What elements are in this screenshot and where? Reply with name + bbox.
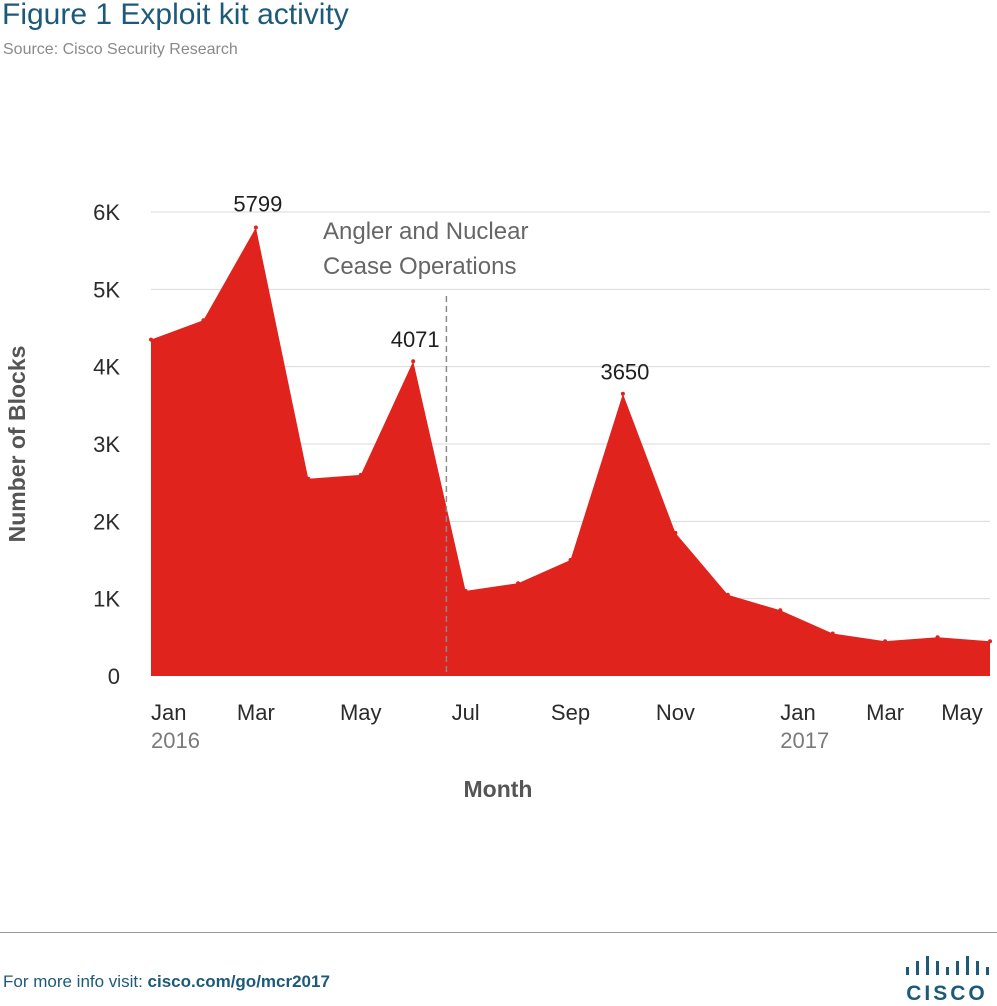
area-series	[151, 227, 990, 676]
data-point	[516, 581, 521, 586]
data-label: 4071	[391, 327, 440, 352]
data-point	[830, 631, 835, 636]
annotation-text: Cease Operations	[323, 253, 516, 280]
y-tick-label: 1K	[93, 587, 120, 612]
data-point	[463, 588, 468, 593]
footer-prefix: For more info visit:	[3, 972, 148, 991]
cisco-wordmark: CISCO	[906, 982, 988, 1005]
x-tick-label: May	[941, 700, 983, 725]
data-point	[149, 337, 153, 342]
x-year-label: 2017	[780, 728, 829, 753]
x-tick-label: Jul	[452, 700, 480, 725]
y-tick-label: 3K	[93, 432, 120, 457]
annotation-text: Angler and Nuclear	[323, 218, 528, 245]
data-point	[620, 391, 625, 396]
y-tick-label: 2K	[93, 509, 120, 534]
source-note: Source: Cisco Security Research	[3, 41, 238, 58]
x-tick-label: Mar	[866, 700, 904, 725]
data-point	[988, 639, 992, 644]
chart-title: Figure 1 Exploit kit activity	[2, 0, 349, 31]
x-tick-label: Jan	[151, 700, 186, 725]
footer-divider	[0, 932, 997, 933]
data-point	[306, 476, 311, 481]
data-label: 3650	[600, 360, 649, 385]
exploit-kit-chart: 0 1K 2K 3K 4K 5K 6K Jan 2016 Mar May Jul Sep Nov Jan 20…	[4, 192, 992, 802]
data-point	[253, 225, 258, 230]
data-point	[201, 318, 206, 323]
data-label: 5799	[233, 192, 282, 217]
x-tick-label: Sep	[551, 700, 590, 725]
y-tick-label: 5K	[93, 277, 120, 302]
data-point	[935, 635, 940, 640]
data-point	[673, 530, 678, 535]
cisco-bars-icon	[906, 956, 989, 975]
y-tick-label: 4K	[93, 355, 120, 380]
cisco-logo: CISCO	[903, 955, 993, 1005]
x-tick-label: Jan	[780, 700, 815, 725]
y-tick-label: 6K	[93, 200, 120, 225]
data-point	[725, 592, 730, 597]
x-tick-label: Mar	[237, 700, 275, 725]
footer-info: For more info visit: cisco.com/go/mcr201…	[3, 972, 330, 992]
x-tick-label: Nov	[656, 700, 695, 725]
data-point	[358, 472, 363, 477]
footer-link[interactable]: cisco.com/go/mcr2017	[147, 972, 330, 991]
data-point	[883, 639, 888, 644]
data-point	[778, 608, 783, 613]
x-axis-title: Month	[464, 776, 533, 802]
data-point	[411, 359, 416, 364]
y-axis-title: Number of Blocks	[4, 346, 30, 543]
y-tick-label: 0	[108, 664, 120, 689]
x-year-label: 2016	[151, 728, 200, 753]
x-tick-label: May	[340, 700, 382, 725]
data-point	[568, 558, 573, 562]
